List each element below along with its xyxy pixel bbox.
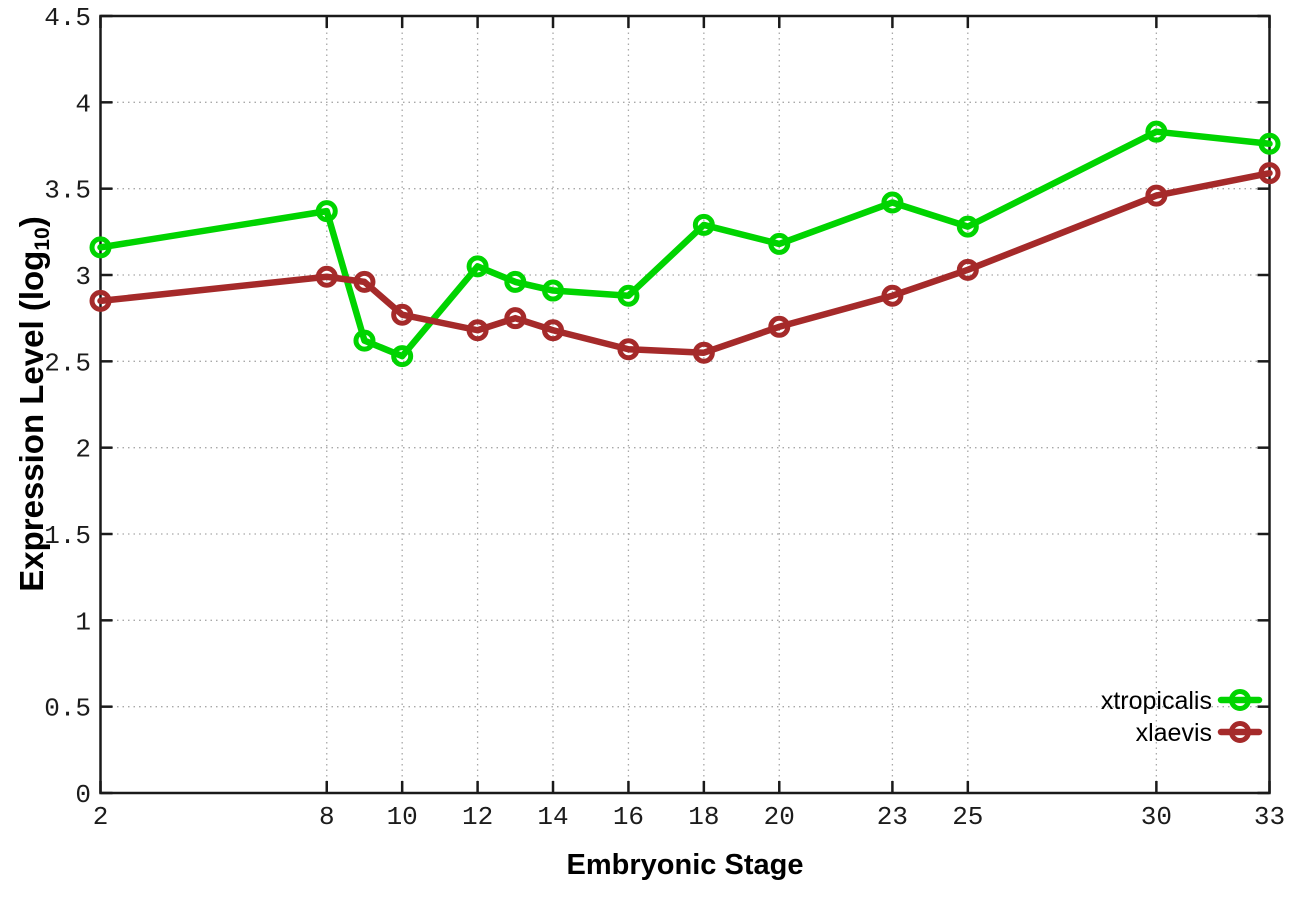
data-point-marker-xtropicalis[interactable] bbox=[881, 191, 904, 214]
data-point-marker-xlaevis[interactable] bbox=[315, 265, 338, 288]
data-point-marker-xlaevis[interactable] bbox=[89, 289, 112, 312]
data-point-marker-xlaevis[interactable] bbox=[881, 284, 904, 307]
x-tick-label: 20 bbox=[764, 802, 795, 832]
y-tick-label: 0 bbox=[75, 780, 91, 810]
y-tick-label: 4 bbox=[75, 89, 91, 119]
x-tick-label: 8 bbox=[319, 802, 335, 832]
y-tick-label: 1.5 bbox=[44, 521, 91, 551]
y-tick-label: 3.5 bbox=[44, 176, 91, 206]
y-axis-title-subscript: 10 bbox=[30, 227, 54, 251]
legend-label-xtropicalis[interactable]: xtropicalis bbox=[1101, 687, 1212, 715]
series-line-xlaevis bbox=[97, 169, 1273, 356]
x-tick-label: 30 bbox=[1141, 802, 1172, 832]
x-tick-label: 33 bbox=[1254, 802, 1285, 832]
data-point-marker-xtropicalis[interactable] bbox=[504, 270, 527, 293]
data-point-marker-xlaevis[interactable] bbox=[391, 303, 414, 326]
x-tick-label: 10 bbox=[387, 802, 418, 832]
data-point-marker-xtropicalis[interactable] bbox=[1145, 120, 1168, 143]
data-point-marker-xlaevis[interactable] bbox=[1258, 162, 1281, 185]
data-point-marker-xlaevis[interactable] bbox=[542, 319, 565, 342]
data-point-marker-xtropicalis[interactable] bbox=[391, 345, 414, 368]
data-point-marker-xtropicalis[interactable] bbox=[89, 236, 112, 259]
data-point-marker-xtropicalis[interactable] bbox=[466, 255, 489, 278]
x-axis-title: Embryonic Stage bbox=[566, 849, 804, 881]
y-axis-title-suffix: ) bbox=[13, 216, 51, 228]
legend-marker-icon-xlaevis bbox=[1229, 721, 1251, 743]
plot-border bbox=[99, 14, 1271, 795]
data-point-marker-xtropicalis[interactable] bbox=[956, 215, 979, 238]
y-axis-title: Expression Level (log10) bbox=[13, 216, 55, 592]
data-point-marker-xlaevis[interactable] bbox=[504, 307, 527, 330]
x-tick-label: 23 bbox=[877, 802, 908, 832]
data-point-marker-xtropicalis[interactable] bbox=[315, 200, 338, 223]
legend-label-xlaevis[interactable]: xlaevis bbox=[1136, 719, 1212, 747]
data-point-marker-xlaevis[interactable] bbox=[617, 338, 640, 361]
y-axis-title-text: Expression Level (log bbox=[13, 250, 51, 592]
data-point-marker-xlaevis[interactable] bbox=[1145, 184, 1168, 207]
data-point-marker-xlaevis[interactable] bbox=[353, 270, 376, 293]
x-tick-label: 18 bbox=[688, 802, 719, 832]
x-tick-label: 12 bbox=[462, 802, 493, 832]
y-tick-label: 0.5 bbox=[44, 694, 91, 724]
y-tick-label: 2 bbox=[75, 435, 91, 465]
y-tick-label: 4.5 bbox=[44, 3, 91, 33]
data-point-marker-xtropicalis[interactable] bbox=[617, 284, 640, 307]
x-tick-label: 2 bbox=[93, 802, 109, 832]
data-point-marker-xtropicalis[interactable] bbox=[542, 279, 565, 302]
data-point-marker-xlaevis[interactable] bbox=[768, 315, 791, 338]
data-point-marker-xtropicalis[interactable] bbox=[353, 329, 376, 352]
series-line-xtropicalis bbox=[97, 128, 1273, 360]
data-point-marker-xlaevis[interactable] bbox=[956, 258, 979, 281]
legend-marker-icon-xtropicalis bbox=[1229, 689, 1251, 711]
x-tick-label: 16 bbox=[613, 802, 644, 832]
x-tick-label: 14 bbox=[537, 802, 568, 832]
y-tick-label: 3 bbox=[75, 262, 91, 292]
x-tick-label: 25 bbox=[952, 802, 983, 832]
data-point-marker-xtropicalis[interactable] bbox=[1258, 132, 1281, 155]
y-tick-label: 2.5 bbox=[44, 348, 91, 378]
data-point-marker-xlaevis[interactable] bbox=[466, 319, 489, 342]
data-point-marker-xtropicalis[interactable] bbox=[768, 232, 791, 255]
y-tick-label: 1 bbox=[75, 607, 91, 637]
data-point-marker-xlaevis[interactable] bbox=[692, 341, 715, 364]
data-point-marker-xtropicalis[interactable] bbox=[692, 213, 715, 236]
